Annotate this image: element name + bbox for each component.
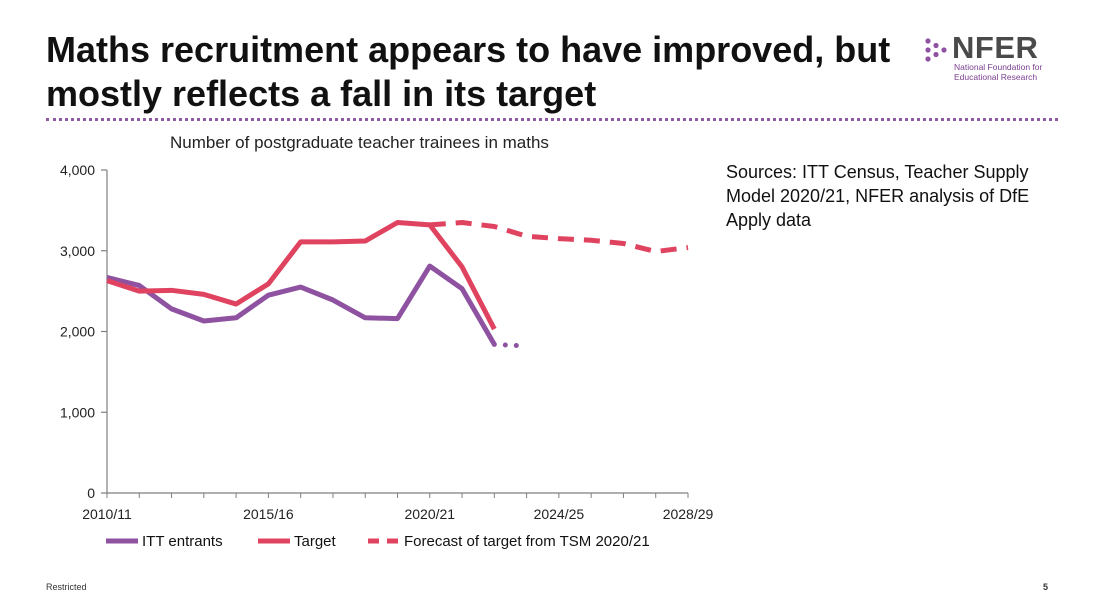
sources-note: Sources: ITT Census, Teacher Supply Mode… (726, 162, 1030, 230)
x-tick-label: 2010/11 (82, 506, 132, 522)
y-tick-label: 1,000 (60, 404, 95, 420)
series-line-2 (106, 219, 497, 331)
nfer-logo-dots-icon (925, 38, 947, 62)
legend-swatch-target (258, 538, 290, 544)
y-tick-label: 2,000 (60, 324, 95, 340)
logo-wordmark: NFER (952, 30, 1039, 65)
page-number: 5 (1043, 582, 1049, 592)
x-tick-label: 2020/21 (404, 506, 455, 522)
legend-label-itt-entrants: ITT entrants (142, 533, 223, 550)
legend-label-target: Target (294, 533, 336, 550)
slide-title: Maths recruitment appears to have improv… (46, 29, 891, 114)
series-line-0 (106, 263, 497, 346)
series-line-1 (491, 341, 530, 349)
y-tick-label: 4,000 (60, 162, 95, 178)
logo-subtitle: National Foundation for Educational Rese… (954, 62, 1042, 82)
footer-classification: Restricted (46, 582, 87, 592)
series-line-3 (429, 219, 689, 255)
title-divider (46, 118, 1058, 121)
y-tick-label: 3,000 (60, 243, 95, 259)
line-chart: 0 1,000 2,000 3,000 4,000 2010/11 2015/16 2020/… (60, 162, 714, 522)
legend-swatch-forecast (368, 538, 404, 544)
legend-swatch-itt-entrants (106, 538, 138, 544)
chart-title: Number of postgraduate teacher trainees … (170, 133, 549, 152)
y-tick-label: 0 (87, 485, 95, 501)
x-tick-label: 2024/25 (534, 506, 585, 522)
x-tick-label: 2015/16 (243, 506, 294, 522)
x-tick-label: 2028/29 (663, 506, 714, 522)
nfer-logo: NFER National Foundation for Educational… (924, 30, 1064, 86)
legend-label-forecast: Forecast of target from TSM 2020/21 (404, 533, 650, 550)
logo-subtitle-line-2: Educational Research (954, 72, 1038, 82)
logo-subtitle-line-1: National Foundation for (954, 62, 1043, 72)
